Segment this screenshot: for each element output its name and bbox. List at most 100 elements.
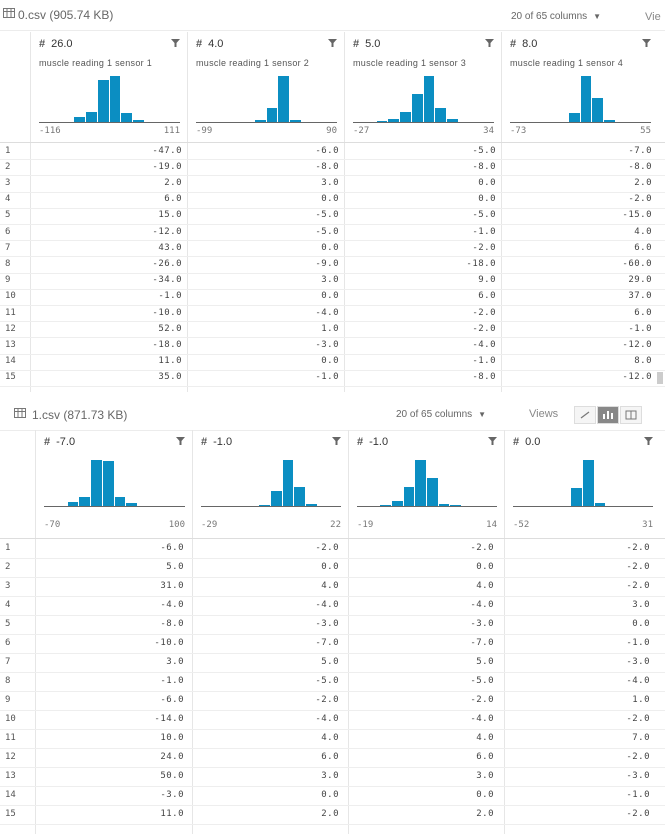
range-max: 55	[640, 126, 651, 136]
table-row: 10 -1.0 0.0 6.0 37.0	[0, 289, 665, 306]
numeric-type-icon: #	[39, 38, 46, 50]
table-cell: 7.0	[632, 733, 650, 743]
table-view-button[interactable]	[620, 406, 642, 424]
column-name-label: -1.0	[213, 436, 233, 448]
scrollbar[interactable]	[657, 372, 663, 384]
table-cell: 50.0	[160, 771, 184, 781]
table-cell: -26.0	[152, 258, 182, 269]
table-row: 3 31.0 4.0 4.0 -2.0	[0, 577, 665, 597]
filter-icon[interactable]	[642, 39, 651, 47]
table-cell: -7.0	[315, 638, 339, 648]
table-row: 11 -10.0 -4.0 -2.0 6.0	[0, 305, 665, 323]
column-count-dropdown[interactable]: 20 of 65 columns ▼	[396, 409, 486, 420]
table-cell: -5.0	[315, 226, 339, 237]
histogram-bar	[403, 486, 415, 506]
histogram-bar	[67, 502, 79, 506]
table-cell: -5.0	[472, 145, 496, 156]
column-description: muscle reading 1 sensor 4	[510, 58, 624, 68]
table-row: 11 10.0 4.0 4.0 7.0	[0, 729, 665, 749]
column-name-label: -1.0	[369, 436, 389, 448]
table-row: 15 35.0 -1.0 -8.0 -12.0	[0, 370, 665, 387]
range-min: -99	[196, 126, 213, 136]
table-cell: 2.0	[164, 177, 182, 188]
numeric-type-icon: #	[201, 436, 208, 448]
numeric-type-icon: #	[353, 38, 360, 50]
row-number: 11	[5, 307, 16, 318]
column-divider	[344, 143, 345, 392]
table-cell: 0.0	[476, 562, 494, 572]
table-cell: 11.0	[160, 809, 184, 819]
column-header: # -1.0 -19 14	[348, 430, 505, 538]
histogram-bar	[380, 504, 391, 506]
row-number: 5	[5, 210, 11, 221]
table-icon	[3, 8, 15, 18]
table-cell: 4.0	[321, 733, 339, 743]
histogram-bar	[294, 486, 305, 506]
histogram-bar	[109, 76, 121, 122]
row-number: 1	[5, 145, 11, 156]
csv-panel-1: 1.csv (871.73 KB) 20 of 65 columns ▼ View…	[0, 400, 665, 834]
histogram-bar	[388, 118, 399, 122]
table-cell: -12.0	[622, 372, 652, 383]
table-cell: -1.0	[160, 676, 184, 686]
column-header: #8.0 muscle reading 1 sensor 4 -73 55	[501, 32, 659, 142]
views-button[interactable]: Vie	[645, 11, 661, 23]
filter-icon[interactable]	[328, 39, 337, 47]
row-number: 8	[5, 676, 11, 686]
chart-view-button[interactable]	[597, 406, 619, 424]
table-cell: 1.0	[321, 323, 339, 334]
column-name-label: 5.0	[365, 38, 381, 50]
table-cell: -10.0	[154, 638, 184, 648]
table-cell: -2.0	[626, 714, 650, 724]
chevron-down-icon: ▼	[478, 410, 487, 419]
csv-panel-0: 0.csv (905.74 KB) 20 of 65 columns ▼ Vie …	[0, 0, 665, 392]
table-cell: -1.0	[472, 356, 496, 367]
histogram-bar	[306, 503, 317, 506]
row-number: 9	[5, 695, 11, 705]
expand-view-button[interactable]	[574, 406, 596, 424]
table-cell: 37.0	[628, 291, 652, 302]
filter-icon[interactable]	[485, 39, 494, 47]
table-cell: -6.0	[160, 695, 184, 705]
histogram	[513, 458, 653, 507]
filter-icon[interactable]	[176, 437, 185, 445]
column-name-label: 8.0	[522, 38, 538, 50]
filter-icon[interactable]	[171, 39, 180, 47]
table-cell: -2.0	[626, 562, 650, 572]
filter-icon[interactable]	[332, 437, 341, 445]
histogram-bar	[278, 76, 289, 122]
range-min: -52	[513, 520, 530, 530]
views-button[interactable]: Views	[529, 408, 559, 420]
histogram-bar	[435, 108, 446, 122]
row-number: 7	[5, 242, 11, 253]
table-cell: 0.0	[321, 291, 339, 302]
row-number: 10	[5, 291, 16, 302]
table-cell: -7.0	[470, 638, 494, 648]
range-max: 100	[168, 520, 185, 530]
table-cell: 6.0	[164, 194, 182, 205]
table-cell: 0.0	[321, 562, 339, 572]
histogram	[196, 74, 337, 123]
histogram-bar	[592, 97, 603, 122]
column-header: # -7.0 -70 100	[35, 430, 193, 538]
table-cell: -8.0	[472, 372, 496, 383]
table-row: 1 -47.0 -6.0 -5.0 -7.0	[0, 143, 665, 161]
filter-icon[interactable]	[644, 437, 653, 445]
filter-icon[interactable]	[488, 437, 497, 445]
table-row: 12 52.0 1.0 -2.0 -1.0	[0, 321, 665, 339]
column-divider	[30, 143, 31, 392]
histogram-bar	[415, 460, 426, 506]
table-cell: -4.0	[472, 339, 496, 350]
table-cell: -3.0	[626, 657, 650, 667]
column-name: #8.0	[510, 38, 537, 50]
table-row: 15 11.0 2.0 2.0 -2.0	[0, 805, 665, 825]
row-number: 7	[5, 657, 11, 667]
table-cell: -5.0	[470, 676, 494, 686]
table-cell: 31.0	[160, 581, 184, 591]
histogram-bar	[571, 487, 582, 506]
table-cell: 10.0	[160, 733, 184, 743]
column-divider	[504, 539, 505, 834]
column-count-dropdown[interactable]: 20 of 65 columns ▼	[511, 11, 601, 22]
table-cell: 6.0	[634, 307, 652, 318]
table-cell: -5.0	[315, 676, 339, 686]
